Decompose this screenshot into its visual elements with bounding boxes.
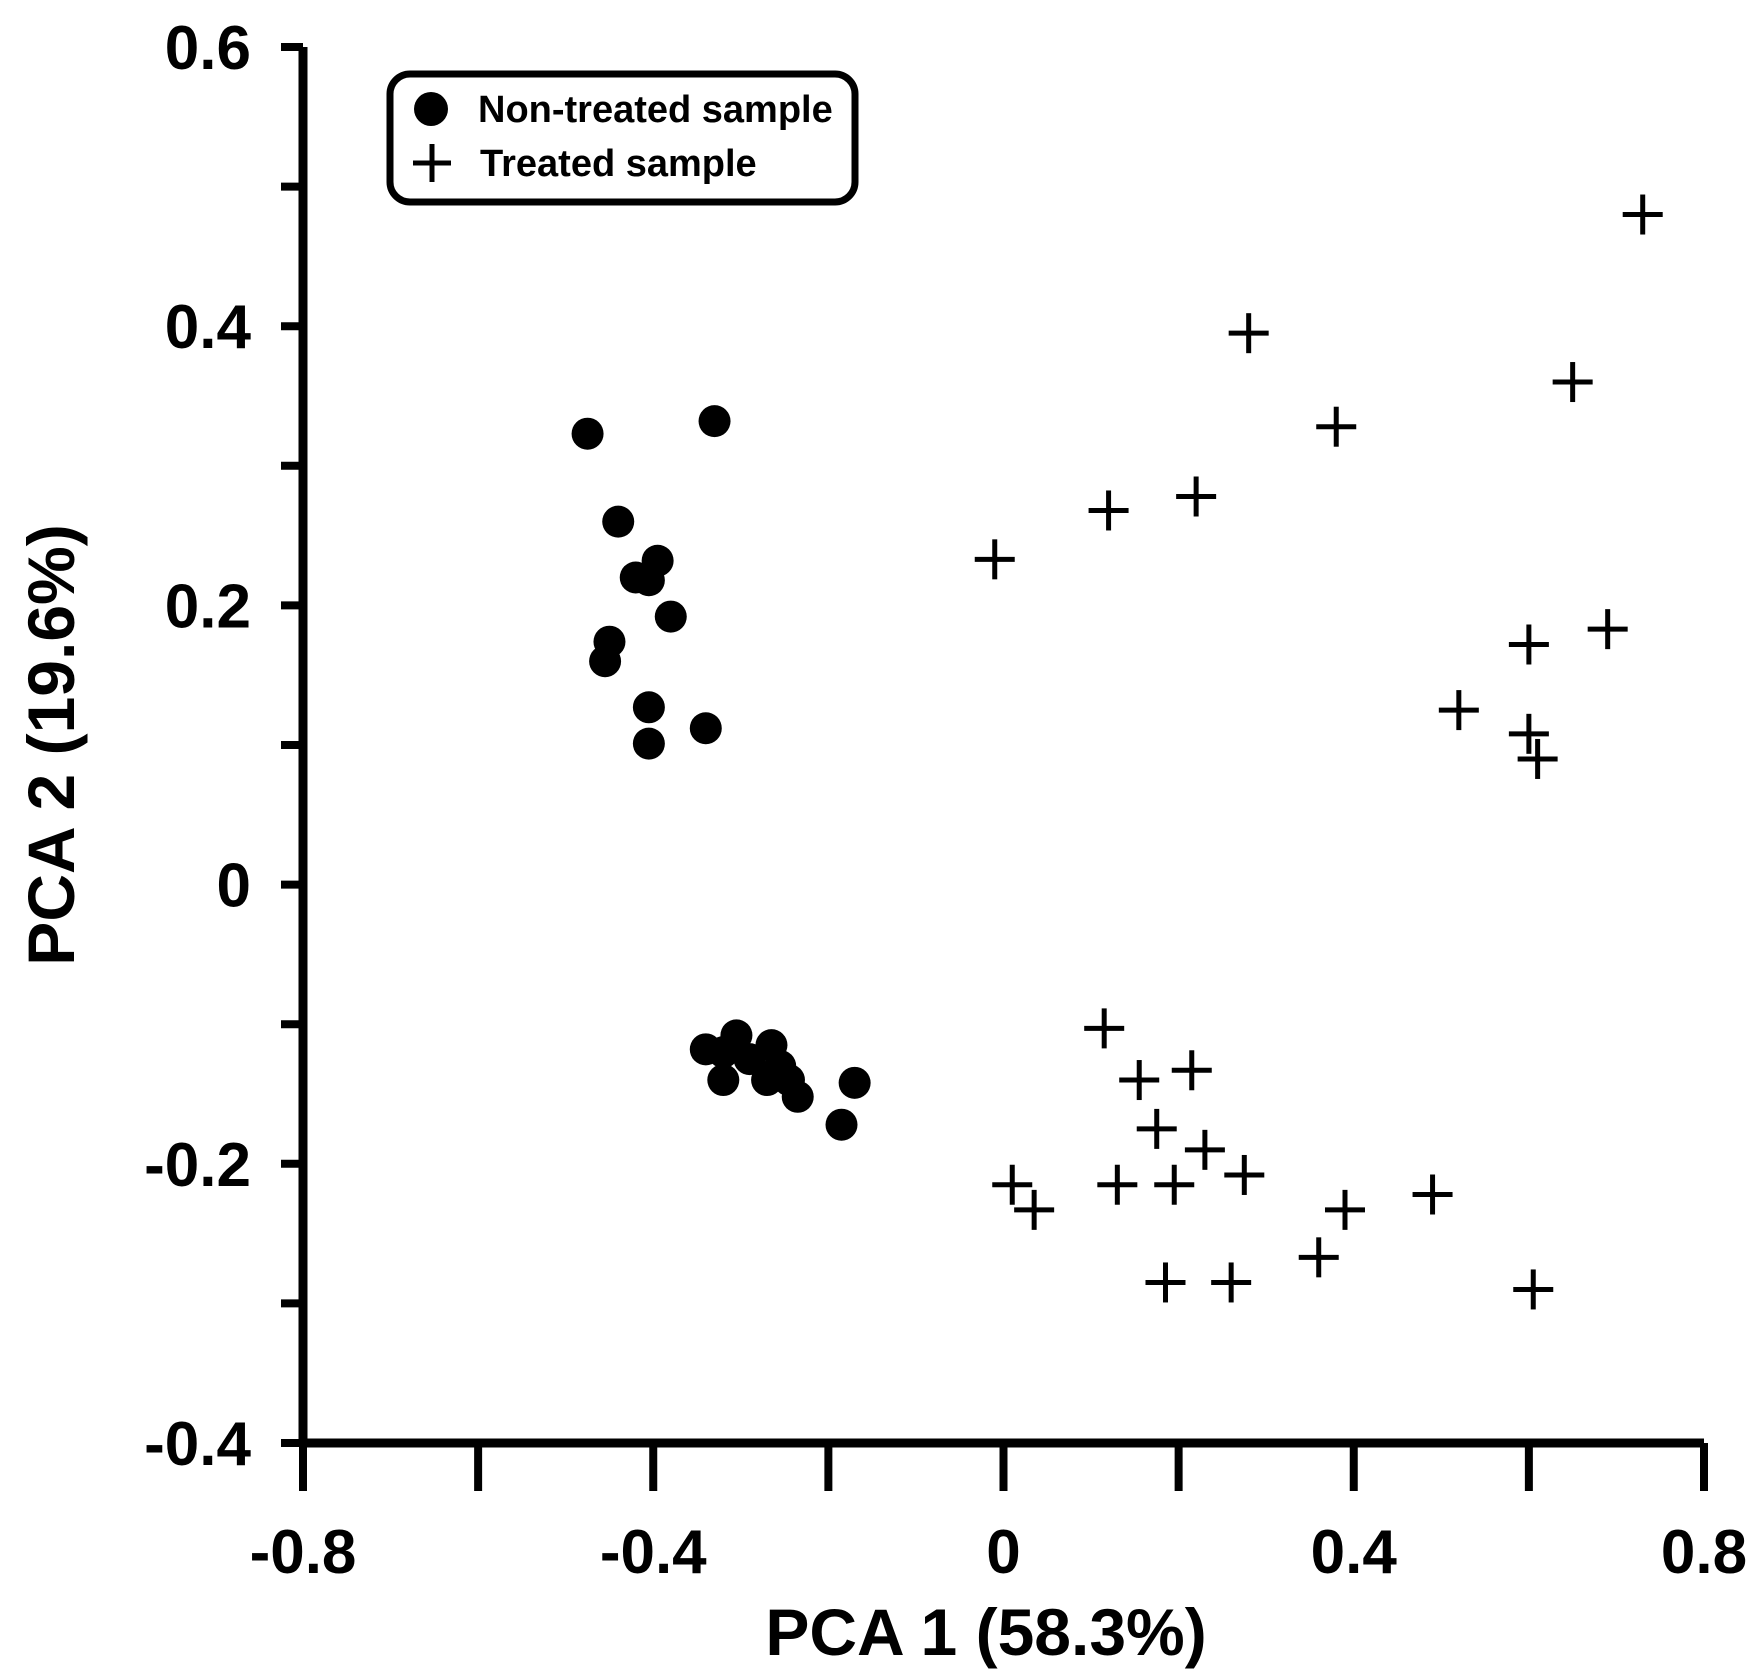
x-tick-label: -0.4 [600, 1518, 707, 1587]
point-treated [1508, 624, 1549, 665]
point-treated [1211, 1262, 1252, 1303]
point-treated [974, 539, 1015, 580]
point-treated [1438, 690, 1479, 731]
y-axis-title: PCA 2 (19.6%) [14, 524, 88, 965]
point-non-treated [838, 1066, 871, 1099]
point-treated [1324, 1189, 1365, 1230]
point-treated [1171, 1050, 1212, 1091]
point-non-treated [571, 417, 604, 450]
x-tick-label: 0.4 [1311, 1518, 1398, 1587]
point-treated [1084, 1008, 1125, 1049]
point-non-treated [707, 1064, 740, 1097]
point-non-treated [589, 645, 622, 678]
legend-label-treated: Treated sample [480, 143, 757, 185]
y-tick-label: 0.6 [165, 14, 251, 83]
point-treated [1228, 313, 1269, 354]
y-tick-label: 0.4 [165, 293, 252, 362]
point-treated [1508, 713, 1549, 754]
point-treated [1587, 609, 1628, 650]
x-tick-label: -0.8 [250, 1518, 357, 1587]
point-non-treated [632, 564, 665, 597]
y-tick-label: -0.2 [144, 1131, 251, 1200]
point-treated [1316, 406, 1357, 447]
point-non-treated [781, 1080, 814, 1113]
point-treated [1097, 1164, 1138, 1205]
legend: Non-treated sample Treated sample [386, 70, 859, 206]
x-tick-label: 0 [986, 1518, 1020, 1587]
point-non-treated [698, 405, 731, 438]
point-treated [1145, 1262, 1186, 1303]
point-treated [1136, 1108, 1177, 1149]
point-non-treated [602, 505, 635, 538]
point-treated [1552, 362, 1593, 403]
point-treated [1517, 738, 1558, 779]
point-non-treated [825, 1108, 858, 1141]
point-treated [1014, 1189, 1055, 1230]
x-ticks: -0.8 -0.4 0 0.4 0.8 [250, 1443, 1747, 1587]
legend-label-non-treated: Non-treated sample [478, 89, 833, 131]
point-treated [1119, 1060, 1160, 1101]
data-points [571, 194, 1663, 1310]
point-non-treated [720, 1019, 753, 1052]
point-non-treated [689, 712, 722, 745]
point-non-treated [632, 727, 665, 760]
x-axis-title: PCA 1 (58.3%) [765, 1595, 1206, 1669]
x-tick-label: 0.8 [1661, 1518, 1747, 1587]
y-ticks: 0.6 0.4 0.2 0 -0.2 -0.4 [144, 14, 303, 1479]
y-tick-label: -0.4 [144, 1410, 251, 1479]
legend-box [386, 70, 859, 206]
y-tick-label: 0 [217, 852, 251, 921]
point-treated [1088, 490, 1129, 531]
point-treated [1412, 1174, 1453, 1215]
point-treated [1176, 476, 1217, 517]
point-non-treated [751, 1064, 784, 1097]
point-treated [992, 1164, 1033, 1205]
point-non-treated [654, 600, 687, 633]
point-treated [1184, 1129, 1225, 1170]
y-tick-label: 0.2 [165, 572, 251, 641]
point-treated [1622, 194, 1663, 235]
point-treated [1513, 1269, 1554, 1310]
point-treated [1298, 1237, 1339, 1278]
axes [298, 47, 1704, 1448]
point-treated [1154, 1164, 1195, 1205]
point-treated [1224, 1154, 1265, 1195]
point-non-treated [632, 691, 665, 724]
legend-marker-non-treated [414, 92, 448, 126]
